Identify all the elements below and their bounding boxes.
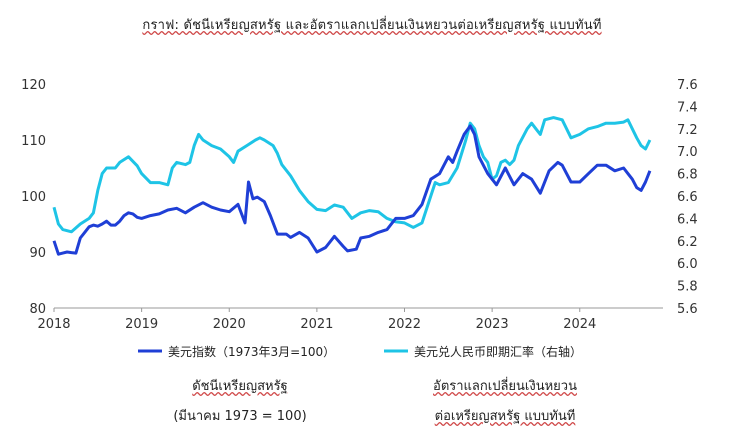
y-left-tick-label: 90	[29, 246, 46, 261]
y-right-tick-label: 7.0	[677, 145, 698, 160]
y-right-tick-label: 6.0	[677, 257, 698, 272]
y-right-tick-label: 6.8	[677, 168, 698, 183]
y-right-tick-label: 7.2	[677, 123, 698, 138]
y-left-tick-label: 80	[29, 302, 46, 317]
legend-cny-label: 美元兑人民币即期汇率（右轴）	[414, 344, 582, 359]
x-tick-label: 2022	[388, 317, 421, 332]
chart-title: กราฟ: ดัชนีเหรียญสหรัฐ และอัตราแลกเปลี่ย…	[142, 18, 602, 33]
caption-left-line2: (มีนาคม 1973 = 100)	[173, 409, 307, 424]
caption-right: อัตราแลกเปลี่ยนเงินหยวน ต่อเหรียญสหรัฐ แ…	[405, 372, 605, 432]
caption-left-line1: ดัชนีเหรียญสหรัฐ	[192, 379, 288, 394]
y-left-tick-label: 100	[21, 190, 46, 205]
y-right-tick-label: 6.6	[677, 190, 698, 205]
chart-axes: 2018 2019 2020 2021 2022 2023 2024 80 90 100 110 12…	[21, 78, 698, 332]
chart-legend: 美元指数（1973年3月=100） 美元兑人民币即期汇率（右轴）	[138, 344, 582, 359]
x-tick-label: 2023	[476, 317, 509, 332]
x-tick-label: 2024	[563, 317, 596, 332]
caption-right-line2: ต่อเหรียญสหรัฐ แบบทันที	[434, 409, 576, 424]
y-right-tick-label: 5.6	[677, 302, 698, 317]
y-right-tick-label: 7.4	[677, 100, 698, 115]
y-left-tick-label: 120	[21, 78, 46, 93]
y-right-tick-label: 6.2	[677, 235, 698, 250]
usd-index-line	[52, 124, 652, 256]
y-right-tick-label: 5.8	[677, 280, 698, 295]
x-tick-label: 2021	[300, 317, 333, 332]
legend-usd-label: 美元指数（1973年3月=100）	[168, 344, 335, 359]
x-tick-label: 2019	[125, 317, 158, 332]
caption-right-line1: อัตราแลกเปลี่ยนเงินหยวน	[433, 379, 577, 394]
caption-left: ดัชนีเหรียญสหรัฐ (มีนาคม 1973 = 100)	[150, 372, 330, 432]
x-tick-label: 2020	[213, 317, 246, 332]
y-right-tick-label: 7.6	[677, 78, 698, 93]
x-tick-label: 2018	[37, 317, 70, 332]
y-right-tick-label: 6.4	[677, 212, 698, 227]
cny-rate-line	[52, 116, 652, 234]
chart-lines	[52, 116, 652, 256]
y-left-tick-label: 110	[21, 134, 46, 149]
